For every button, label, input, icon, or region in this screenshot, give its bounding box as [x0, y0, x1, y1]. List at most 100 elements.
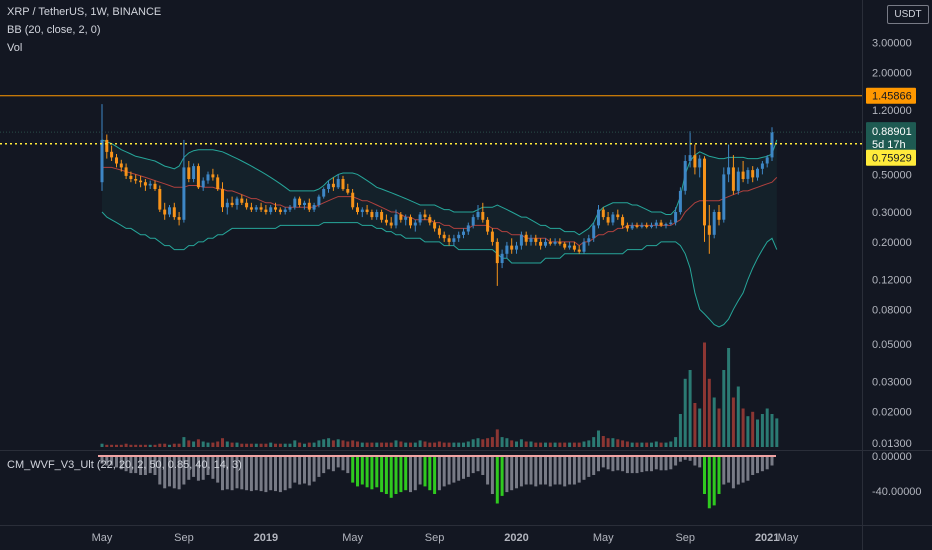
candle-body	[654, 222, 658, 226]
candle-body	[360, 209, 364, 212]
candle-body	[534, 238, 538, 242]
volume-bar	[731, 397, 735, 447]
candle-body	[269, 207, 273, 212]
price-tick-label: 0.12000	[872, 274, 912, 286]
volume-bar	[105, 444, 109, 447]
candle-body	[356, 207, 359, 212]
volume-bar	[428, 442, 432, 447]
wvf-bar	[495, 456, 499, 504]
vol-legend[interactable]: Vol	[7, 42, 23, 54]
candle-body	[413, 222, 417, 226]
volume-bar	[187, 440, 191, 447]
candle-body	[143, 182, 147, 186]
wvf-tick-label: -40.00000	[872, 486, 922, 498]
time-axis-label: Sep	[425, 532, 445, 544]
candle-body	[240, 198, 244, 203]
wvf-bar	[317, 456, 321, 477]
wvf-bar	[293, 456, 297, 483]
bb-legend[interactable]: BB (20, close, 2, 0)	[7, 24, 101, 36]
volume-bar	[765, 408, 769, 447]
wvf-bar	[707, 456, 711, 509]
price-tick-label: 0.30000	[872, 207, 912, 219]
candle-body	[630, 225, 634, 229]
wvf-bar	[582, 456, 586, 480]
wvf-bar	[216, 456, 220, 483]
price-tick-label: 0.20000	[872, 237, 912, 249]
time-axis-label: Sep	[675, 532, 695, 544]
wvf-bar	[158, 456, 162, 485]
volume-bar	[577, 442, 581, 447]
wvf-bar	[221, 456, 224, 491]
wvf-bar	[143, 456, 147, 475]
wvf-bar	[693, 456, 697, 466]
support-price-badge	[866, 149, 916, 166]
time-axis-label: 2019	[254, 532, 278, 544]
wvf-bar	[452, 456, 456, 483]
volume-bar	[182, 437, 186, 447]
wvf-bar	[341, 456, 345, 471]
wvf-bar	[389, 456, 393, 498]
candle-body	[510, 245, 514, 250]
candle-body	[119, 163, 123, 168]
volume-bar	[437, 441, 441, 447]
candle-body	[312, 205, 316, 210]
candle-body	[139, 180, 143, 183]
wvf-bar	[437, 456, 441, 491]
candle-body	[582, 241, 586, 252]
wvf-bar	[471, 456, 475, 474]
wvf-bar	[601, 456, 605, 468]
wvf-bar	[129, 456, 133, 474]
candle-body	[418, 214, 422, 223]
candle-body	[177, 217, 181, 220]
volume-bar	[659, 442, 663, 447]
volume-bar	[365, 442, 369, 447]
volume-bar	[288, 443, 292, 447]
volume-bar	[452, 442, 456, 447]
volume-bar	[558, 442, 562, 447]
wvf-bar	[659, 456, 663, 471]
volume-bar	[298, 442, 302, 447]
candle-body	[124, 167, 128, 176]
wvf-bar	[249, 456, 253, 492]
wvf-bar	[409, 456, 412, 493]
wvf-bar	[751, 456, 755, 475]
wvf-bar	[346, 456, 350, 474]
volume-bar	[384, 442, 388, 447]
wvf-bar	[534, 456, 538, 487]
wvf-legend[interactable]: CM_WVF_V3_Ult (22, 20, 2, 50, 0.85, 40, …	[7, 459, 242, 471]
wvf-bar	[269, 456, 273, 491]
currency-button[interactable]: USDT	[887, 5, 929, 24]
volume-bar	[317, 440, 321, 447]
candle-body	[698, 158, 702, 168]
wvf-bar	[606, 456, 610, 470]
volume-bar	[404, 442, 408, 447]
candle-body	[254, 207, 258, 210]
wvf-bar	[230, 456, 234, 491]
candle-body	[505, 245, 509, 254]
candle-body	[158, 189, 162, 210]
candle-body	[693, 155, 697, 168]
wvf-bar	[462, 456, 465, 479]
volume-bar	[601, 436, 605, 447]
volume-bar	[259, 443, 263, 447]
volume-bar	[539, 442, 543, 447]
wvf-bar	[442, 456, 446, 487]
time-axis-label: 2021	[755, 532, 779, 544]
wvf-bar	[712, 456, 716, 506]
volume-bar	[476, 438, 480, 447]
volume-bar	[447, 442, 451, 447]
candle-body	[746, 170, 750, 179]
volume-bar	[462, 442, 465, 447]
candle-body	[751, 170, 755, 178]
candle-body	[577, 249, 581, 252]
candle-body	[457, 234, 461, 239]
candle-body	[375, 212, 379, 218]
candle-body	[490, 231, 494, 242]
volume-bar	[597, 430, 600, 447]
volume-bar	[519, 439, 523, 447]
candle-body	[592, 225, 596, 239]
candle-body	[548, 241, 552, 244]
wvf-bar	[640, 456, 644, 473]
price-tick-label: 0.08000	[872, 304, 912, 316]
